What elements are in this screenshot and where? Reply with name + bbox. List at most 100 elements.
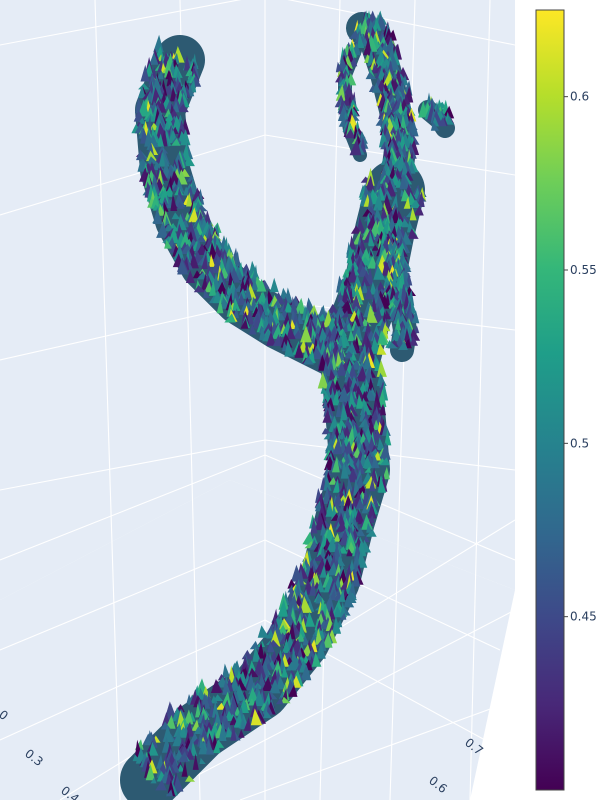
data-marker (322, 409, 332, 423)
data-marker (356, 550, 368, 568)
grid-line (469, 0, 491, 800)
data-marker (374, 15, 382, 31)
data-marker (183, 55, 191, 71)
data-marker (137, 85, 146, 99)
data-marker (286, 325, 296, 340)
data-marker (162, 725, 174, 742)
colorbar-tick-label: 0.5 (570, 436, 589, 450)
data-marker (162, 201, 169, 212)
colorbar[interactable]: 0.45 0.5 0.55 0.6 (535, 9, 597, 791)
data-marker (156, 70, 164, 80)
data-marker (338, 116, 347, 127)
data-marker (347, 340, 357, 355)
data-marker (222, 663, 231, 678)
grid-line (0, 619, 266, 741)
data-marker (361, 275, 371, 287)
data-marker (177, 201, 185, 209)
data-marker (363, 352, 372, 370)
data-marker (270, 277, 279, 293)
data-marker (217, 271, 226, 289)
data-marker (311, 652, 322, 667)
data-marker (177, 258, 189, 275)
data-marker (195, 703, 202, 718)
data-marker (212, 290, 223, 304)
data-marker (224, 313, 236, 323)
data-marker (315, 619, 323, 632)
data-marker (409, 199, 422, 208)
data-marker (335, 84, 346, 101)
data-marker (280, 696, 291, 704)
grid-line (239, 699, 515, 800)
data-marker (249, 324, 257, 335)
data-marker (279, 619, 290, 630)
data-marker (349, 114, 358, 126)
data-marker (348, 363, 357, 378)
data-marker (418, 100, 428, 118)
data-marker (339, 612, 347, 620)
data-marker (327, 303, 339, 314)
data-marker (278, 312, 286, 321)
data-marker (294, 297, 306, 314)
data-marker (367, 255, 378, 269)
data-marker (398, 340, 408, 350)
data-marker (248, 667, 259, 678)
data-marker (137, 158, 145, 172)
data-marker (328, 606, 336, 620)
data-marker (179, 231, 191, 248)
data-marker (276, 675, 287, 690)
data-marker (240, 659, 249, 673)
scene-3d[interactable] (0, 0, 515, 800)
data-marker (351, 294, 361, 309)
data-marker (327, 379, 338, 395)
data-marker (351, 359, 362, 370)
data-marker (365, 388, 377, 401)
data-marker (165, 715, 176, 729)
data-marker (364, 286, 374, 300)
data-marker (361, 281, 369, 294)
data-marker (170, 193, 178, 211)
data-marker (368, 477, 376, 492)
data-marker (326, 361, 336, 377)
data-marker (400, 189, 412, 202)
data-marker (361, 390, 369, 402)
data-marker (167, 780, 176, 797)
data-marker (171, 212, 181, 220)
data-marker (201, 272, 208, 291)
data-marker (284, 339, 295, 357)
data-marker (137, 99, 150, 117)
data-marker (317, 371, 329, 389)
data-marker (220, 691, 232, 708)
data-marker (160, 721, 171, 730)
data-marker (366, 522, 373, 533)
data-marker (371, 454, 380, 469)
data-marker (151, 87, 163, 105)
data-marker (187, 82, 195, 97)
data-marker (256, 278, 267, 292)
data-marker (269, 669, 279, 685)
data-marker (362, 208, 375, 217)
data-marker (365, 529, 377, 537)
data-marker (403, 196, 411, 209)
data-marker (210, 695, 218, 704)
colorbar-ticks: 0.45 0.5 0.55 0.6 (564, 90, 597, 624)
data-marker (363, 366, 374, 383)
data-marker (377, 65, 384, 82)
data-marker (201, 253, 208, 269)
data-marker (154, 110, 167, 127)
data-marker (247, 687, 259, 702)
data-marker (261, 676, 274, 691)
data-marker (271, 660, 283, 677)
data-marker (241, 649, 253, 660)
data-marker (203, 289, 210, 298)
data-marker (347, 266, 358, 283)
data-marker (347, 329, 355, 342)
data-marker (349, 235, 357, 250)
data-marker (136, 149, 147, 161)
data-marker (367, 503, 376, 519)
data-marker (145, 763, 156, 781)
data-marker (272, 334, 281, 347)
data-marker (216, 281, 228, 294)
data-marker (379, 442, 391, 460)
data-marker (356, 216, 366, 234)
